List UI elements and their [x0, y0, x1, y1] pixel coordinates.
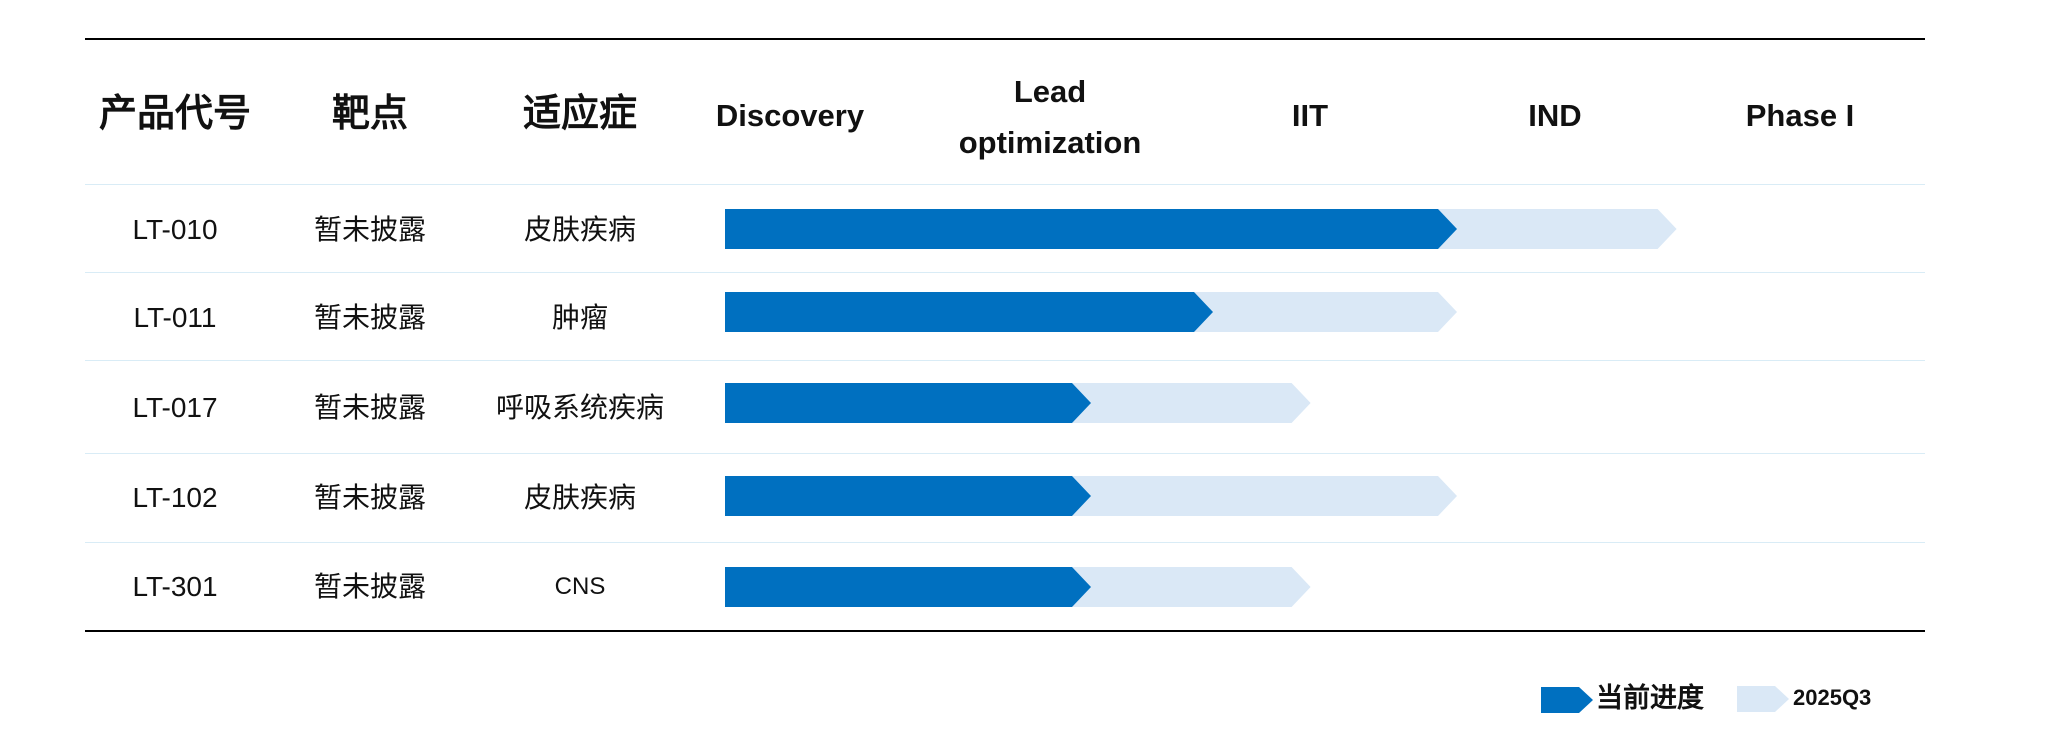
cell-target: 暂未披露	[313, 214, 426, 245]
row-divider	[85, 453, 1925, 454]
cell-indication: 呼吸系统疾病	[495, 392, 664, 423]
current-progress-bar	[725, 476, 1091, 516]
header-stage-ind: IND	[1528, 98, 1582, 133]
row-divider	[85, 542, 1925, 543]
table-top-rule	[85, 38, 1925, 40]
cell-product: LT-010	[132, 214, 218, 245]
legend-target-swatch	[1737, 686, 1789, 712]
cell-indication: CNS	[554, 573, 606, 600]
row-divider	[85, 360, 1925, 361]
current-progress-bar	[725, 209, 1457, 249]
legend-current-swatch	[1541, 687, 1593, 713]
cell-target: 暂未披露	[313, 571, 426, 602]
current-progress-bar	[725, 292, 1213, 332]
cell-indication: 肿瘤	[551, 302, 608, 333]
header-divider	[85, 184, 1925, 185]
current-progress-bar	[725, 383, 1091, 423]
cell-product: LT-301	[132, 571, 218, 602]
legend-target-label: 2025Q3	[1793, 685, 1872, 710]
header-stage-phase-i: Phase I	[1745, 98, 1855, 133]
legend-current-label: 当前进度	[1596, 683, 1704, 713]
cell-target: 暂未披露	[313, 482, 426, 513]
current-progress-bar	[725, 567, 1091, 607]
table-bottom-rule	[85, 630, 1925, 632]
header-stage-discovery: Discovery	[715, 98, 865, 133]
row-divider	[85, 272, 1925, 273]
cell-product: LT-011	[133, 302, 217, 333]
header-stage-lead-optimization: Lead optimization	[958, 74, 1142, 160]
cell-product: LT-017	[132, 392, 218, 423]
header-stage-iit: IIT	[1291, 98, 1329, 133]
cell-target: 暂未披露	[313, 392, 426, 423]
cell-product: LT-102	[132, 482, 218, 513]
cell-indication: 皮肤疾病	[523, 482, 636, 513]
header-product: 产品代号	[98, 93, 251, 135]
cell-target: 暂未披露	[313, 302, 426, 333]
header-target: 靶点	[331, 93, 408, 135]
header-indication: 适应症	[522, 93, 637, 135]
cell-indication: 皮肤疾病	[523, 214, 636, 245]
